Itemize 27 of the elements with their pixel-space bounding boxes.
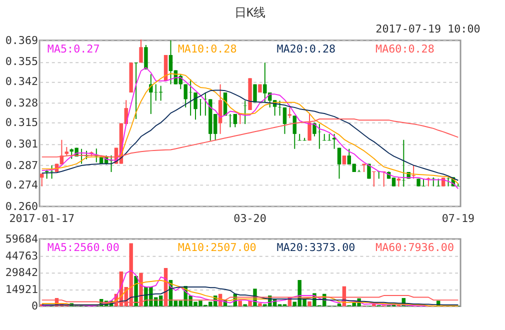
y-tick-label: 44763 <box>5 249 38 262</box>
text: MA10:2507.00 <box>178 240 256 254</box>
x-tick-label: 2017-01-17 <box>9 212 75 225</box>
text: MA20:0.28 <box>276 42 336 56</box>
x-tick-label: 07-19 <box>442 212 475 225</box>
y-tick-label: 14921 <box>5 282 38 296</box>
y-tick-label: 29842 <box>5 266 38 280</box>
series-label: MA10:0.28 <box>178 42 237 56</box>
y-tick-label: 0.287 <box>5 158 38 172</box>
y-tick-label: 0.274 <box>5 178 38 192</box>
y-tick-label: 59684 <box>5 232 38 246</box>
y-tick-label: 0.301 <box>5 137 38 150</box>
text: MA60:0.28 <box>376 42 434 56</box>
y-tick-label: 0.355 <box>5 55 38 68</box>
text: MA60:7936.00 <box>376 240 454 254</box>
series-label: MA5:2560.00 <box>47 240 120 254</box>
y-tick-label: 0.315 <box>5 116 38 130</box>
y-tick-label: 0.260 <box>5 200 38 213</box>
x-tick-label: 03-20 <box>234 212 266 225</box>
text: MA5:0.27 <box>47 42 100 56</box>
y-tick-label: 0.342 <box>5 74 38 88</box>
text: 2017-07-19 10:00 <box>376 22 480 36</box>
chart-title: 日K线 <box>234 6 266 20</box>
y-tick-label: 0.369 <box>5 34 38 47</box>
y-tick-label: 0.328 <box>5 96 38 110</box>
text: MA20:3373.00 <box>276 240 356 254</box>
y-tick-label: 0 <box>32 300 38 313</box>
